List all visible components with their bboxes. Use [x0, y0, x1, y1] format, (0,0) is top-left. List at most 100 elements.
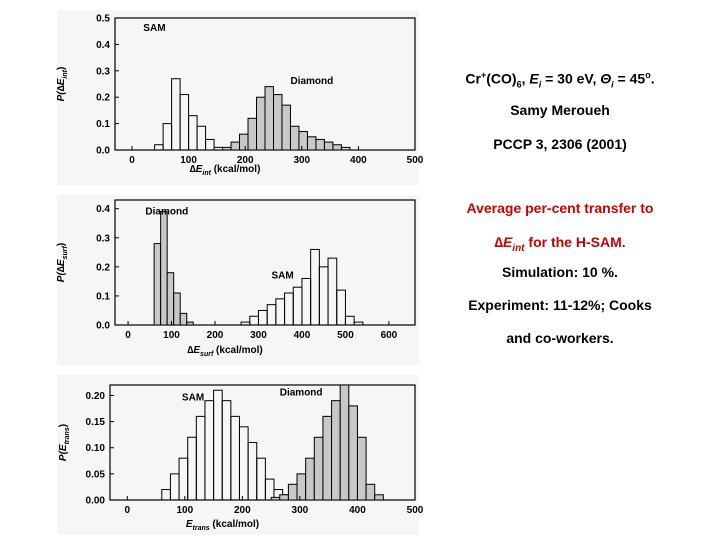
chart3-y-tick-2: 0.10: [86, 443, 106, 454]
chart2-sam-bar-13: [353, 321, 364, 326]
chart2-sam-bar-7: [301, 277, 312, 326]
chart1-sam-bar-1: [162, 123, 173, 151]
chart3-x-tick-3: 300: [292, 505, 309, 516]
chart1-x-tick-5: 500: [407, 155, 424, 166]
chart1-x-tick-0: 0: [129, 155, 135, 166]
chart2-x-tick-5: 500: [337, 330, 354, 341]
chart2-sam-bar-1: [249, 315, 259, 326]
chart2-y-tick-0: 0.0: [96, 321, 110, 332]
chart2-sam-bar-2: [257, 309, 268, 326]
chart2-diamond-bar-1: [160, 211, 168, 326]
chart1-diamond-bar-4: [256, 96, 266, 151]
chart3-y-tick-0: 0.00: [86, 496, 106, 507]
chart2-diamond-bar-3: [173, 292, 181, 326]
chart3-sam-bar-6: [213, 389, 223, 501]
chart2-sam-bar-10: [327, 257, 338, 326]
summary-experiment: Experiment: 11-12%; Cooks: [468, 297, 652, 313]
chart2-sam-bar-0: [240, 321, 251, 326]
chart3-diamond-bar-1: [279, 494, 289, 501]
chart2-y-tick-2: 0.2: [96, 262, 110, 273]
chart1-sam-bar-3: [179, 94, 190, 151]
chart3-diamond-bar-3: [296, 473, 307, 501]
chart3-diamond-bar-11: [365, 483, 376, 501]
summary-experiment-cont: and co-workers.: [506, 330, 614, 346]
chart2-sam-bar-5: [284, 292, 294, 326]
chart2-x-tick-3: 300: [250, 330, 267, 341]
chart1-diamond-bar-7: [281, 104, 291, 151]
chart2-sam-bar-11: [336, 289, 346, 326]
chart1-y-tick-4: 0.4: [96, 40, 110, 51]
chart2-y-tick-1: 0.1: [96, 291, 110, 302]
chart3-x-tick-4: 400: [349, 505, 366, 516]
chart2-x-tick-1: 100: [163, 330, 180, 341]
chart3-diamond-bar-7: [331, 400, 341, 501]
chart3-sam-bar-11: [256, 457, 266, 501]
chart2-diamond-bar-5: [186, 321, 194, 326]
chart1-diamond-bar-1: [230, 141, 241, 151]
chart1-diamond-bar-3: [247, 117, 258, 151]
chart3-x-tick-2: 200: [234, 505, 251, 516]
chart3-annotation-diamond: Diamond: [280, 387, 323, 398]
citation-title: Cr+(CO)6, Ei = 30 eV, Θi = 45o.: [465, 70, 655, 90]
chart3-x-tick-5: 500: [407, 505, 424, 516]
chart1-x-tick-2: 200: [237, 155, 254, 166]
chart1-diamond-bar-14: [340, 146, 351, 151]
chart1-y-tick-2: 0.2: [96, 93, 110, 104]
chart3-diamond-bar-9: [348, 405, 358, 501]
chart1-sam-bar-6: [205, 138, 215, 151]
chart3-x-tick-1: 100: [176, 505, 193, 516]
chart1-x-tick-4: 400: [350, 155, 367, 166]
chart1-y-tick-0: 0.0: [96, 146, 110, 157]
chart2-diamond-bar-0: [153, 243, 162, 326]
chart1-diamond-bar-8: [289, 125, 300, 151]
chart2-sam-bar-4: [275, 298, 286, 326]
chart1-sam-bar-4: [188, 115, 198, 151]
chart3-frame: [109, 384, 416, 501]
chart2-y-tick-4: 0.4: [96, 204, 110, 215]
chart2-sam-bar-9: [318, 266, 329, 326]
chart3-sam-bar-7: [221, 400, 232, 501]
chart1-y-tick-3: 0.3: [96, 66, 110, 77]
chart1-y-tick-1: 0.1: [96, 119, 110, 130]
chart1-sam-bar-2: [171, 78, 181, 151]
chart1-annotation-diamond: Diamond: [290, 76, 333, 87]
chart1-x-tick-1: 100: [180, 155, 197, 166]
chart1-x-tick-3: 300: [293, 155, 310, 166]
chart3-diamond-bar-12: [374, 494, 384, 501]
chart1-diamond-bar-2: [239, 133, 249, 151]
chart3-y-tick-3: 0.15: [86, 417, 106, 428]
chart1-diamond-bar-12: [323, 141, 334, 151]
chart3-diamond-bar-2: [287, 483, 298, 501]
chart3-sam-bar-8: [230, 415, 240, 501]
chart3-diamond-bar-0: [270, 496, 281, 501]
chart3-diamond-bar-10: [356, 436, 367, 501]
citation-journal: PCCP 3, 2306 (2001): [493, 136, 627, 152]
chart3-sam-bar-4: [195, 415, 206, 501]
chart2-diamond-bar-2: [166, 272, 175, 326]
chart2-diamond-bar-4: [179, 312, 188, 326]
chart1-x-axis-label: ∆Eint (kcal/mol): [190, 164, 261, 177]
chart2-x-tick-2: 200: [207, 330, 224, 341]
chart3-diamond-bar-8: [339, 384, 350, 501]
chart3-sam-bar-3: [187, 436, 197, 501]
summary-heading: Average per-cent transfer to: [466, 200, 654, 216]
chart2-sam-bar-3: [266, 304, 277, 326]
chart1-diamond-bar-9: [298, 131, 308, 151]
chart3-y-tick-4: 0.20: [86, 391, 106, 402]
chart1-sam-bar-0: [154, 144, 164, 151]
chart1-diamond-bar-6: [272, 94, 283, 151]
chart2-annotation-sam: SAM: [272, 270, 294, 281]
chart2-sam-bar-6: [292, 286, 303, 326]
chart2-y-axis-label: P(∆Esurf): [56, 243, 69, 282]
chart3-sam-bar-2: [178, 457, 189, 501]
chart1-sam-bar-7: [213, 146, 224, 151]
chart2-x-tick-4: 400: [294, 330, 311, 341]
chart3-diamond-bar-6: [322, 415, 333, 501]
chart1-annotation-sam: SAM: [143, 23, 165, 34]
chart3-y-axis-label: P(Etrans): [58, 424, 71, 461]
chart2-y-tick-3: 0.3: [96, 233, 110, 244]
summary-quantity: ∆Eint for the H-SAM.: [494, 234, 626, 254]
chart2-x-tick-6: 600: [381, 330, 398, 341]
chart2-sam-bar-12: [344, 315, 355, 326]
